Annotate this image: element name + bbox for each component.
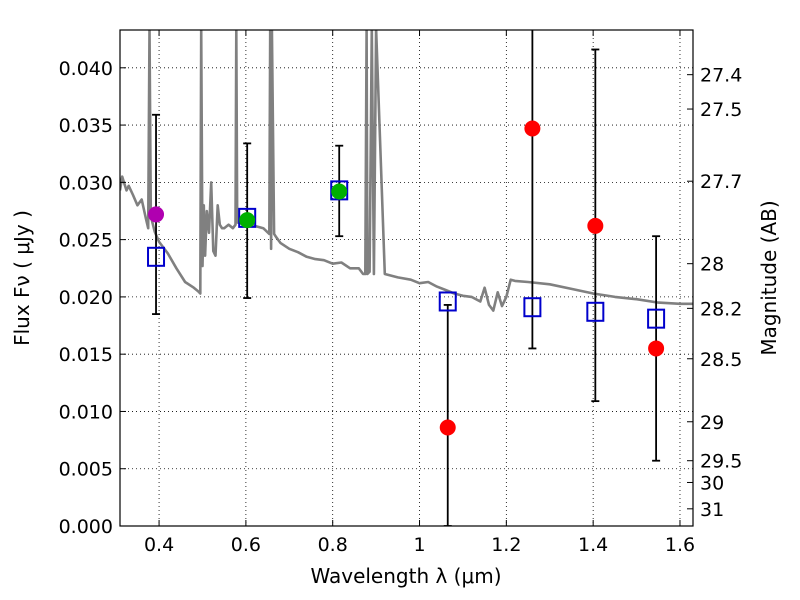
right-tick-label: 27.7 bbox=[700, 171, 742, 193]
error-bars bbox=[152, 30, 661, 526]
right-tick-label: 29.5 bbox=[700, 451, 742, 473]
y-tick-label: 0.010 bbox=[59, 401, 113, 423]
grid-lines bbox=[120, 30, 693, 527]
right-tick-label: 27.5 bbox=[700, 99, 742, 121]
right-tick-label: 28.5 bbox=[700, 349, 742, 371]
plot-frame bbox=[119, 29, 694, 527]
right-tick-label: 28 bbox=[700, 254, 724, 276]
model-spectrum-line bbox=[120, 30, 693, 312]
y-tick-label: 0.020 bbox=[59, 287, 113, 309]
right-tick-label: 28.2 bbox=[700, 298, 742, 320]
axes: 0.4 0.6 0.8 1 1.2 1.4 1.6 0.000 0.005 0.010 0.015 0… bbox=[59, 29, 742, 556]
data-markers bbox=[147, 120, 666, 436]
square-marker bbox=[647, 308, 666, 329]
y-tick-label: 0.035 bbox=[59, 115, 113, 137]
y-tick-label: 0.040 bbox=[59, 58, 113, 80]
circle-marker bbox=[239, 212, 256, 229]
circle-marker bbox=[648, 340, 665, 357]
x-axis-title: Wavelength λ (μm) bbox=[310, 564, 501, 588]
square-marker bbox=[586, 301, 605, 322]
square-marker bbox=[438, 291, 457, 312]
right-tick-label: 31 bbox=[700, 499, 724, 521]
x-tick-label: 0.8 bbox=[318, 534, 348, 556]
y-tick-label: 0.030 bbox=[59, 172, 113, 194]
x-tick-label: 0.6 bbox=[231, 534, 261, 556]
y-axis-title: Flux Fν ( μJy ) bbox=[10, 210, 34, 346]
square-marker bbox=[147, 246, 166, 267]
right-tick-label: 27.4 bbox=[700, 65, 742, 87]
x-tick-label: 1 bbox=[413, 534, 425, 556]
right-tick-label: 29 bbox=[700, 412, 724, 434]
circle-marker bbox=[524, 120, 541, 137]
right-axis-title: Magnitude (AB) bbox=[757, 200, 781, 355]
model-spectrum bbox=[120, 30, 693, 312]
circle-marker bbox=[439, 419, 456, 436]
y-tick-label: 0.015 bbox=[59, 344, 113, 366]
x-tick-label: 1.4 bbox=[578, 534, 608, 556]
x-tick-label: 1.2 bbox=[491, 534, 521, 556]
circle-marker bbox=[587, 217, 604, 234]
x-tick-label: 0.4 bbox=[144, 534, 174, 556]
y-tick-label: 0.005 bbox=[59, 459, 113, 481]
x-tick-label: 1.6 bbox=[665, 534, 695, 556]
y-tick-label: 0.000 bbox=[59, 516, 113, 538]
y-tick-label: 0.025 bbox=[59, 230, 113, 252]
right-tick-label: 30 bbox=[700, 472, 724, 494]
square-marker bbox=[523, 297, 542, 318]
circle-marker bbox=[148, 206, 165, 223]
circle-marker bbox=[331, 183, 348, 200]
